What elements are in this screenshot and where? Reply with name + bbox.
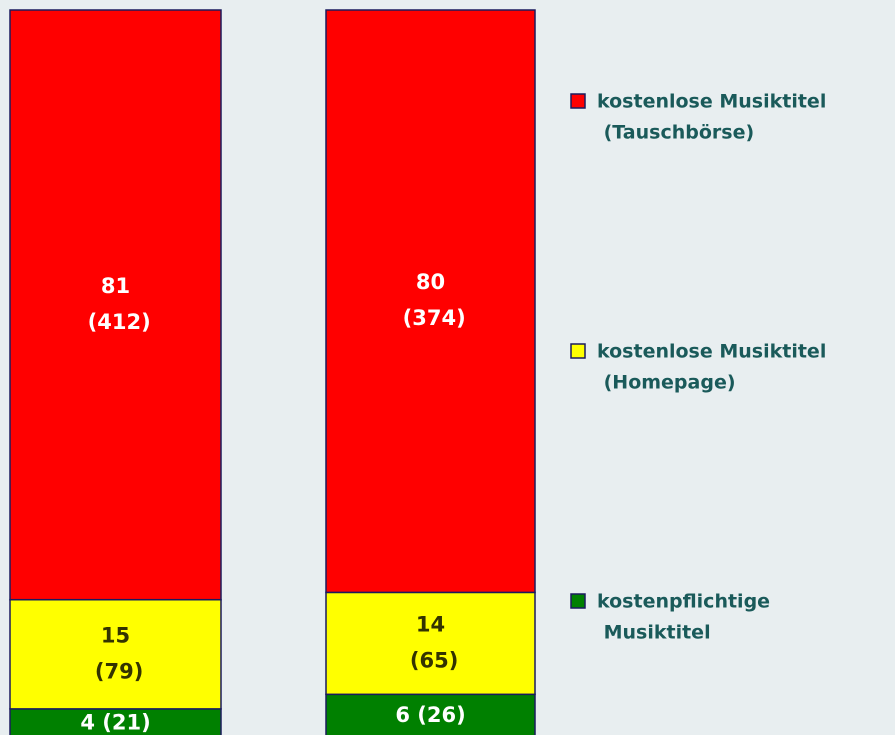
legend-label: kostenlose Musiktitel (Tauschbörse) bbox=[597, 90, 826, 143]
legend-label: kostenpflichtige Musiktitel bbox=[597, 590, 770, 643]
data-label: 4 (21) bbox=[80, 710, 150, 734]
bar-segment bbox=[9, 9, 222, 601]
data-label: 15 (79) bbox=[88, 623, 144, 683]
bar-segment bbox=[325, 9, 536, 594]
bar-segment bbox=[325, 591, 536, 696]
data-label: 80 (374) bbox=[395, 270, 465, 330]
data-label: 81 (412) bbox=[80, 274, 150, 334]
bar-segment bbox=[325, 693, 536, 735]
data-label: 14 (65) bbox=[403, 612, 459, 672]
data-label: 6 (26) bbox=[395, 703, 465, 727]
bar-segment bbox=[9, 598, 222, 710]
legend-swatch bbox=[570, 343, 586, 359]
bar-segment bbox=[9, 708, 222, 735]
legend-label: kostenlose Musiktitel (Homepage) bbox=[597, 340, 826, 393]
legend-swatch bbox=[570, 593, 586, 609]
legend-swatch bbox=[570, 93, 586, 109]
